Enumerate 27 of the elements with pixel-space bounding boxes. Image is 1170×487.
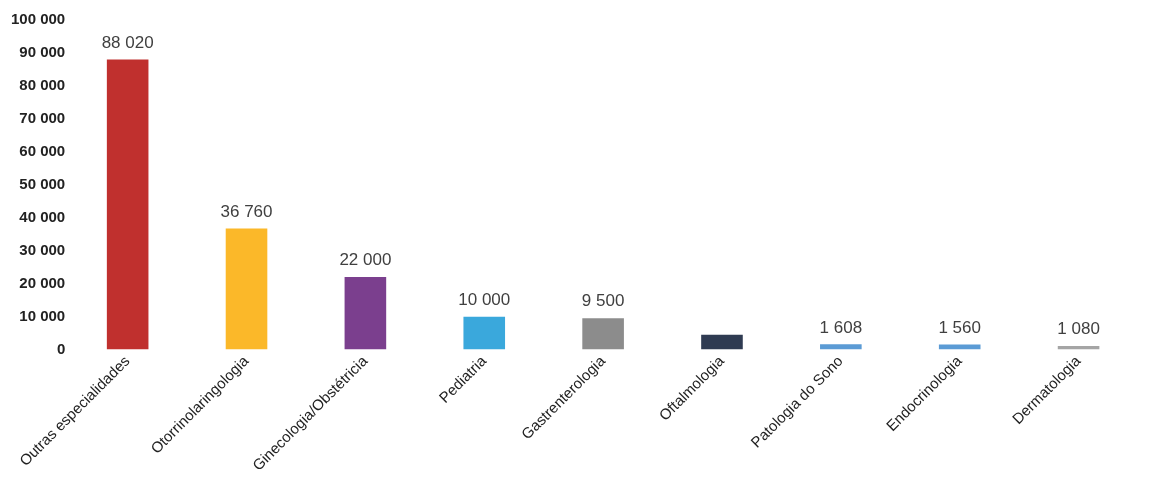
y-tick-label: 30 000 [19, 240, 66, 258]
y-tick-label: 70 000 [19, 109, 66, 127]
data-label: 22 000 [339, 250, 392, 270]
data-label: 36 760 [220, 201, 273, 221]
bar [820, 344, 862, 350]
data-label: 1 608 [819, 317, 863, 337]
data-label: 10 000 [458, 289, 511, 309]
data-label: 9 500 [581, 291, 625, 311]
y-tick-label: 100 000 [10, 10, 66, 28]
data-label: 88 020 [101, 32, 154, 52]
y-tick-label: 10 000 [19, 306, 66, 324]
y-tick-label: 60 000 [19, 141, 66, 159]
y-tick-label: 50 000 [19, 174, 66, 192]
bar [582, 318, 624, 350]
y-tick-label: 90 000 [19, 43, 66, 61]
bar [938, 344, 981, 350]
bar [701, 334, 743, 350]
bar [106, 59, 149, 350]
bar [344, 277, 387, 350]
y-tick-label: 80 000 [19, 76, 66, 94]
bar [463, 316, 506, 350]
y-tick-label: 0 [56, 339, 66, 357]
data-label: 1 080 [1057, 319, 1100, 339]
y-tick-label: 40 000 [19, 207, 66, 225]
y-tick-label: 20 000 [19, 273, 66, 291]
bar [225, 228, 268, 350]
data-label: 1 560 [938, 317, 981, 337]
